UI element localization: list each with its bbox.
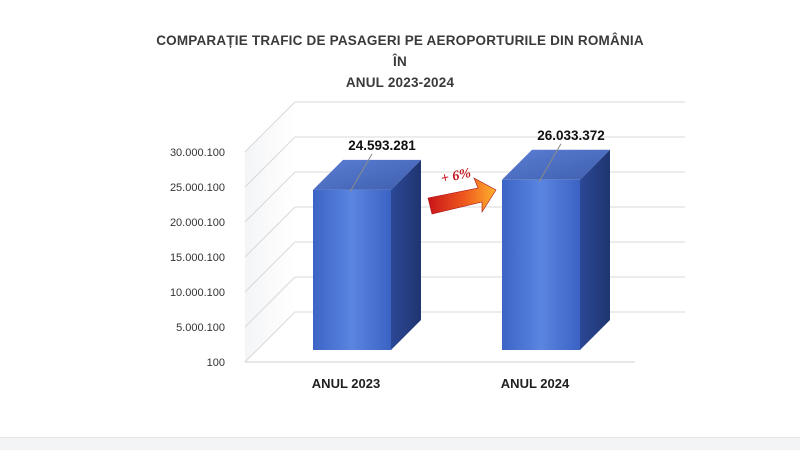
bar-side bbox=[580, 149, 610, 350]
x-tick-label: ANUL 2024 bbox=[501, 376, 570, 391]
gridline-diagonal bbox=[244, 241, 296, 293]
y-tick-label: 20.000.100 bbox=[170, 217, 225, 229]
bar bbox=[502, 149, 610, 350]
gridline-diagonal bbox=[244, 171, 296, 223]
bar-top bbox=[313, 159, 421, 190]
y-tick-label: 5.000.100 bbox=[176, 322, 225, 334]
bar-front bbox=[502, 179, 580, 350]
bar bbox=[313, 159, 421, 350]
x-tick-label: ANUL 2023 bbox=[312, 376, 380, 391]
gridline-diagonal bbox=[244, 136, 296, 188]
gridline-diagonal bbox=[244, 276, 296, 328]
y-tick-label: 25.000.100 bbox=[170, 182, 225, 194]
bar-top bbox=[502, 149, 610, 180]
y-tick-label: 10.000.100 bbox=[170, 287, 225, 299]
value-label: 26.033.372 bbox=[537, 128, 605, 143]
y-tick-label: 100 bbox=[207, 357, 225, 369]
y-tick-label: 30.000.100 bbox=[170, 147, 225, 159]
bottom-strip bbox=[0, 437, 800, 450]
y-tick-label: 15.000.100 bbox=[170, 252, 225, 264]
gridline-diagonal bbox=[244, 311, 296, 363]
chart-title: COMPARAȚIE TRAFIC DE PASAGERI PE AEROPOR… bbox=[150, 30, 650, 93]
value-leader-line bbox=[349, 153, 373, 193]
gridline-diagonal bbox=[244, 101, 296, 153]
value-leader-line bbox=[538, 143, 562, 183]
bar-front bbox=[313, 189, 391, 350]
value-label: 24.593.281 bbox=[348, 138, 416, 153]
gridline-diagonal bbox=[244, 206, 296, 258]
chart-title-line-2: ANUL 2023-2024 bbox=[345, 75, 455, 90]
growth-label: + 6% bbox=[440, 166, 473, 187]
bar-side bbox=[391, 159, 421, 350]
chart-title-line-1: COMPARAȚIE TRAFIC DE PASAGERI PE AEROPOR… bbox=[156, 33, 644, 69]
growth-arrow bbox=[427, 177, 497, 215]
